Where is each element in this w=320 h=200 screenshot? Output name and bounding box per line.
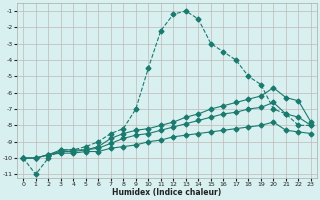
X-axis label: Humidex (Indice chaleur): Humidex (Indice chaleur) (112, 188, 222, 197)
